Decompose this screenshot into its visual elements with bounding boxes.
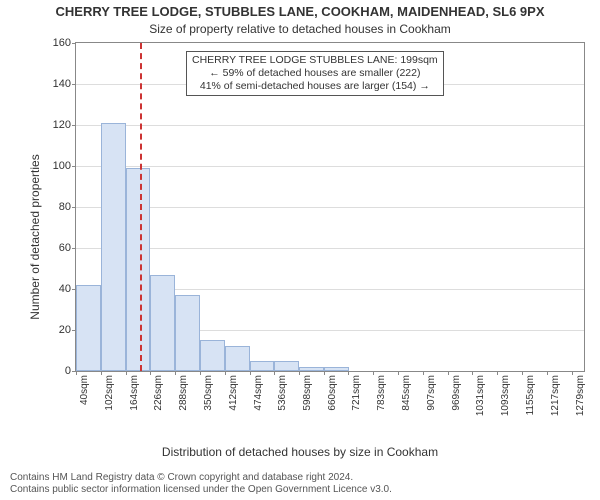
- ytick-mark: [72, 207, 76, 208]
- xtick-label: 40sqm: [79, 375, 90, 405]
- plot-area: 02040608010012014016040sqm102sqm164sqm22…: [75, 42, 585, 372]
- xtick-label: 1093sqm: [500, 375, 511, 416]
- xtick-mark: [76, 371, 77, 375]
- xtick-label: 350sqm: [203, 375, 214, 411]
- histogram-bar: [324, 367, 349, 371]
- ytick-mark: [72, 125, 76, 126]
- xtick-label: 845sqm: [401, 375, 412, 411]
- histogram-bar: [76, 285, 101, 371]
- xtick-label: 1217sqm: [550, 375, 561, 416]
- xtick-mark: [522, 371, 523, 375]
- xtick-label: 226sqm: [153, 375, 164, 411]
- xtick-label: 598sqm: [302, 375, 313, 411]
- xtick-mark: [472, 371, 473, 375]
- ytick-label: 80: [41, 201, 71, 213]
- histogram-bar: [200, 340, 225, 371]
- xtick-mark: [448, 371, 449, 375]
- xtick-label: 102sqm: [104, 375, 115, 411]
- y-axis-label: Number of detached properties: [28, 137, 42, 337]
- gridline: [76, 207, 584, 208]
- xtick-mark: [348, 371, 349, 375]
- xtick-mark: [572, 371, 573, 375]
- ytick-label: 60: [41, 242, 71, 254]
- histogram-bar: [250, 361, 275, 371]
- footer-line1: Contains HM Land Registry data © Crown c…: [10, 472, 392, 484]
- footer-attribution: Contains HM Land Registry data © Crown c…: [10, 472, 392, 496]
- chart-title: CHERRY TREE LODGE, STUBBLES LANE, COOKHA…: [0, 4, 600, 19]
- gridline: [76, 248, 584, 249]
- xtick-mark: [497, 371, 498, 375]
- xtick-label: 660sqm: [327, 375, 338, 411]
- annotation-box: CHERRY TREE LODGE STUBBLES LANE: 199sqm←…: [186, 51, 444, 96]
- ytick-mark: [72, 43, 76, 44]
- x-axis-label: Distribution of detached houses by size …: [0, 445, 600, 459]
- xtick-mark: [324, 371, 325, 375]
- histogram-bar: [175, 295, 200, 371]
- ytick-label: 160: [41, 37, 71, 49]
- xtick-label: 536sqm: [277, 375, 288, 411]
- xtick-label: 474sqm: [253, 375, 264, 411]
- histogram-bar: [126, 168, 151, 371]
- histogram-bar: [299, 367, 324, 371]
- ytick-label: 140: [41, 78, 71, 90]
- histogram-bar: [225, 346, 250, 371]
- chart-container: CHERRY TREE LODGE, STUBBLES LANE, COOKHA…: [0, 0, 600, 500]
- ytick-label: 40: [41, 283, 71, 295]
- gridline: [76, 125, 584, 126]
- xtick-mark: [547, 371, 548, 375]
- ytick-mark: [72, 84, 76, 85]
- annotation-line: ← 59% of detached houses are smaller (22…: [192, 67, 438, 80]
- xtick-mark: [299, 371, 300, 375]
- annotation-line: 41% of semi-detached houses are larger (…: [192, 80, 438, 93]
- xtick-label: 1155sqm: [525, 375, 536, 415]
- xtick-label: 969sqm: [451, 375, 462, 411]
- xtick-mark: [225, 371, 226, 375]
- xtick-mark: [200, 371, 201, 375]
- annotation-line: CHERRY TREE LODGE STUBBLES LANE: 199sqm: [192, 54, 438, 67]
- xtick-mark: [398, 371, 399, 375]
- xtick-mark: [373, 371, 374, 375]
- reference-line: [140, 43, 142, 371]
- ytick-label: 0: [41, 365, 71, 377]
- xtick-label: 288sqm: [178, 375, 189, 411]
- histogram-bar: [274, 361, 299, 371]
- ytick-mark: [72, 166, 76, 167]
- xtick-mark: [250, 371, 251, 375]
- histogram-bar: [101, 123, 126, 371]
- xtick-label: 164sqm: [129, 375, 140, 411]
- xtick-label: 1279sqm: [575, 375, 586, 416]
- ytick-mark: [72, 248, 76, 249]
- ytick-label: 100: [41, 160, 71, 172]
- xtick-mark: [175, 371, 176, 375]
- xtick-label: 1031sqm: [475, 375, 486, 416]
- footer-line2: Contains public sector information licen…: [10, 484, 392, 496]
- chart-subtitle: Size of property relative to detached ho…: [0, 22, 600, 36]
- xtick-label: 721sqm: [351, 375, 362, 411]
- xtick-label: 783sqm: [376, 375, 387, 411]
- xtick-mark: [101, 371, 102, 375]
- ytick-label: 20: [41, 324, 71, 336]
- histogram-bar: [150, 275, 175, 371]
- xtick-label: 412sqm: [228, 375, 239, 411]
- xtick-label: 907sqm: [426, 375, 437, 411]
- xtick-mark: [126, 371, 127, 375]
- xtick-mark: [150, 371, 151, 375]
- xtick-mark: [274, 371, 275, 375]
- gridline: [76, 166, 584, 167]
- ytick-label: 120: [41, 119, 71, 131]
- xtick-mark: [423, 371, 424, 375]
